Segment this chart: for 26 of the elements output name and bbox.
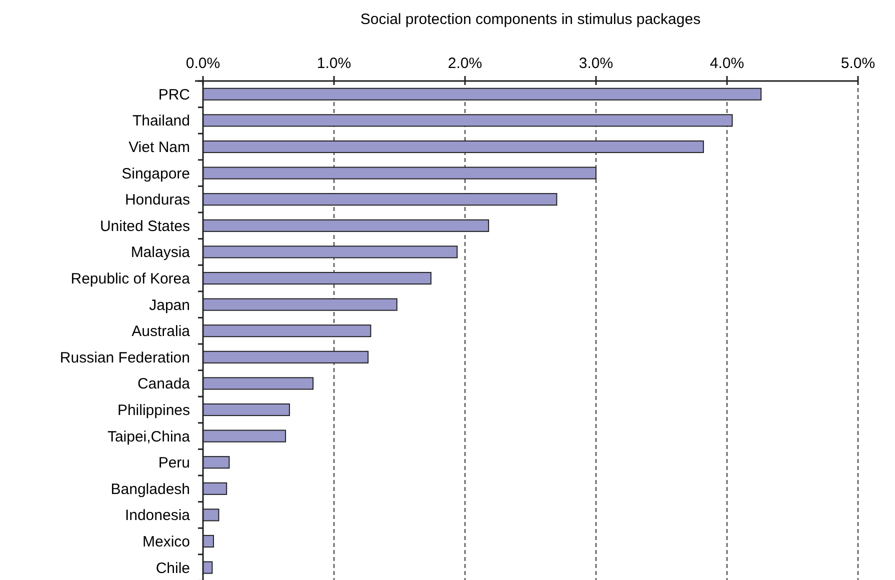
x-tick-label: 4.0%: [710, 55, 744, 72]
y-tick-label: Thailand: [132, 112, 190, 130]
y-tick-label: Russian Federation: [60, 349, 190, 366]
y-tick-label: Honduras: [124, 192, 190, 209]
y-tick-label: PRC: [158, 86, 190, 104]
y-tick-label: Peru: [158, 454, 190, 472]
y-tick-label: Taipei,China: [107, 428, 191, 446]
x-tick-label: 3.0%: [578, 55, 614, 72]
y-tick-label: Malaysia: [130, 244, 191, 262]
y-tick-label: Viet Nam: [128, 139, 190, 156]
y-tick-label: Bangladesh: [110, 480, 190, 498]
y-tick-label: Canada: [137, 376, 191, 393]
y-tick-label: Mexico: [142, 534, 190, 550]
y-tick-label: Chile: [156, 560, 190, 577]
x-tick-label: 5.0%: [840, 55, 876, 72]
y-tick-label: Indonesia: [124, 507, 191, 524]
y-tick-label: Australia: [132, 323, 191, 340]
x-tick-label: 2.0%: [448, 55, 482, 72]
y-tick-label: United States: [100, 218, 190, 235]
x-tick-label: 0.0%: [186, 55, 220, 72]
x-tick-label: 1.0%: [316, 55, 352, 72]
chart-title: Social protection components in stimulus packages: [360, 11, 701, 28]
y-tick-label: Singapore: [122, 165, 190, 182]
y-tick-label: Japan: [149, 296, 190, 314]
y-tick-label: Republic of Korea: [70, 270, 191, 288]
y-tick-label: Philippines: [117, 402, 190, 419]
